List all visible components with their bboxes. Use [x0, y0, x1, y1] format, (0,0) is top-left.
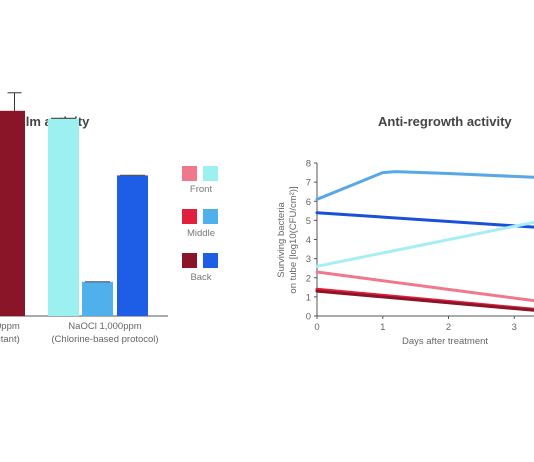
y-tick-label-8: 8	[306, 159, 311, 170]
bar-front-2	[48, 118, 79, 317]
series-line-4	[315, 270, 534, 303]
y-axis-label-line1: Surviving bacteria	[276, 202, 287, 278]
legend-swatch-back-2	[203, 253, 218, 268]
y-tick-label-4: 4	[306, 235, 311, 246]
category-label-2: NaOCl 1,000ppm (Chlorine-based protocol)	[51, 321, 159, 345]
x-tick-label-3: 3	[512, 322, 517, 333]
legend-swatch-front-2	[203, 166, 218, 181]
right-chart-title: Anti-regrowth activity	[378, 114, 512, 129]
bar-back-2	[117, 175, 148, 316]
y-tick-label-2: 2	[306, 273, 311, 284]
y-tick-label-7: 7	[306, 178, 311, 189]
series-line-6	[315, 289, 534, 312]
series-line-3	[315, 220, 534, 268]
bar-middle-2	[82, 281, 113, 316]
y-tick-label-6: 6	[306, 197, 311, 208]
legend-label-back: Back	[190, 272, 212, 283]
category-label-1: 0ppm ctant)	[0, 321, 20, 345]
y-tick-label-3: 3	[306, 254, 311, 265]
series-line-1	[315, 170, 534, 201]
series-line-2	[315, 211, 534, 229]
legend-swatch-back-1	[182, 253, 197, 268]
x-tick-label-1: 1	[380, 322, 385, 333]
legend-swatch-middle-1	[182, 209, 197, 224]
x-tick-label-2: 2	[446, 322, 451, 333]
bar-back-1	[0, 110, 25, 316]
y-tick-label-1: 1	[306, 292, 311, 303]
y-axis-label-line2: on tube [log10(CFU/cm²)]	[288, 186, 299, 293]
legend-label-front: Front	[189, 184, 213, 195]
legend-swatch-middle-2	[203, 209, 218, 224]
x-tick-label-0: 0	[314, 322, 319, 333]
legend-label-middle: Middle	[187, 228, 215, 239]
legend-swatch-front-1	[182, 166, 197, 181]
y-tick-label-5: 5	[306, 216, 311, 227]
y-tick-label-0: 0	[306, 312, 311, 323]
x-axis-label: Days after treatment	[402, 336, 488, 347]
